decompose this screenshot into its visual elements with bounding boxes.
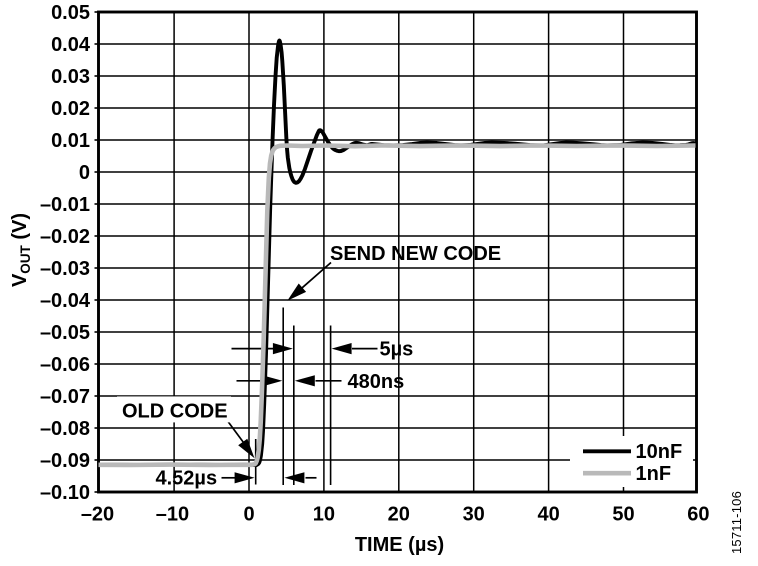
svg-text:10nF: 10nF — [636, 441, 683, 463]
svg-text:TIME (µs): TIME (µs) — [355, 534, 444, 556]
svg-text:0: 0 — [243, 504, 254, 526]
svg-text:–0.10: –0.10 — [40, 482, 90, 504]
svg-text:4.52µs: 4.52µs — [156, 468, 218, 490]
svg-text:10: 10 — [313, 504, 335, 526]
svg-text:–20: –20 — [81, 504, 114, 526]
svg-text:–0.07: –0.07 — [40, 386, 90, 408]
svg-text:15711-106: 15711-106 — [729, 491, 744, 554]
svg-text:–0.06: –0.06 — [40, 354, 90, 376]
svg-text:–0.05: –0.05 — [40, 322, 90, 344]
svg-text:–0.01: –0.01 — [40, 194, 90, 216]
svg-text:–0.02: –0.02 — [40, 226, 90, 248]
svg-text:–0.08: –0.08 — [40, 418, 90, 440]
svg-text:0.04: 0.04 — [51, 34, 91, 56]
svg-text:5µs: 5µs — [380, 338, 414, 360]
svg-text:0.05: 0.05 — [51, 2, 90, 24]
svg-text:480ns: 480ns — [348, 371, 405, 393]
svg-text:30: 30 — [463, 504, 485, 526]
svg-text:50: 50 — [612, 504, 634, 526]
svg-text:0: 0 — [79, 162, 90, 184]
svg-text:0.03: 0.03 — [51, 66, 90, 88]
svg-text:–0.09: –0.09 — [40, 450, 90, 472]
svg-text:OLD CODE: OLD CODE — [122, 401, 228, 423]
svg-text:20: 20 — [388, 504, 410, 526]
svg-text:60: 60 — [687, 504, 709, 526]
svg-text:–10: –10 — [156, 504, 189, 526]
svg-text:0.02: 0.02 — [51, 98, 90, 120]
svg-text:40: 40 — [537, 504, 559, 526]
svg-text:–0.04: –0.04 — [40, 290, 91, 312]
svg-text:–0.03: –0.03 — [40, 258, 90, 280]
svg-text:0.01: 0.01 — [51, 130, 90, 152]
svg-text:SEND NEW CODE: SEND NEW CODE — [330, 243, 501, 265]
svg-text:1nF: 1nF — [636, 463, 672, 485]
